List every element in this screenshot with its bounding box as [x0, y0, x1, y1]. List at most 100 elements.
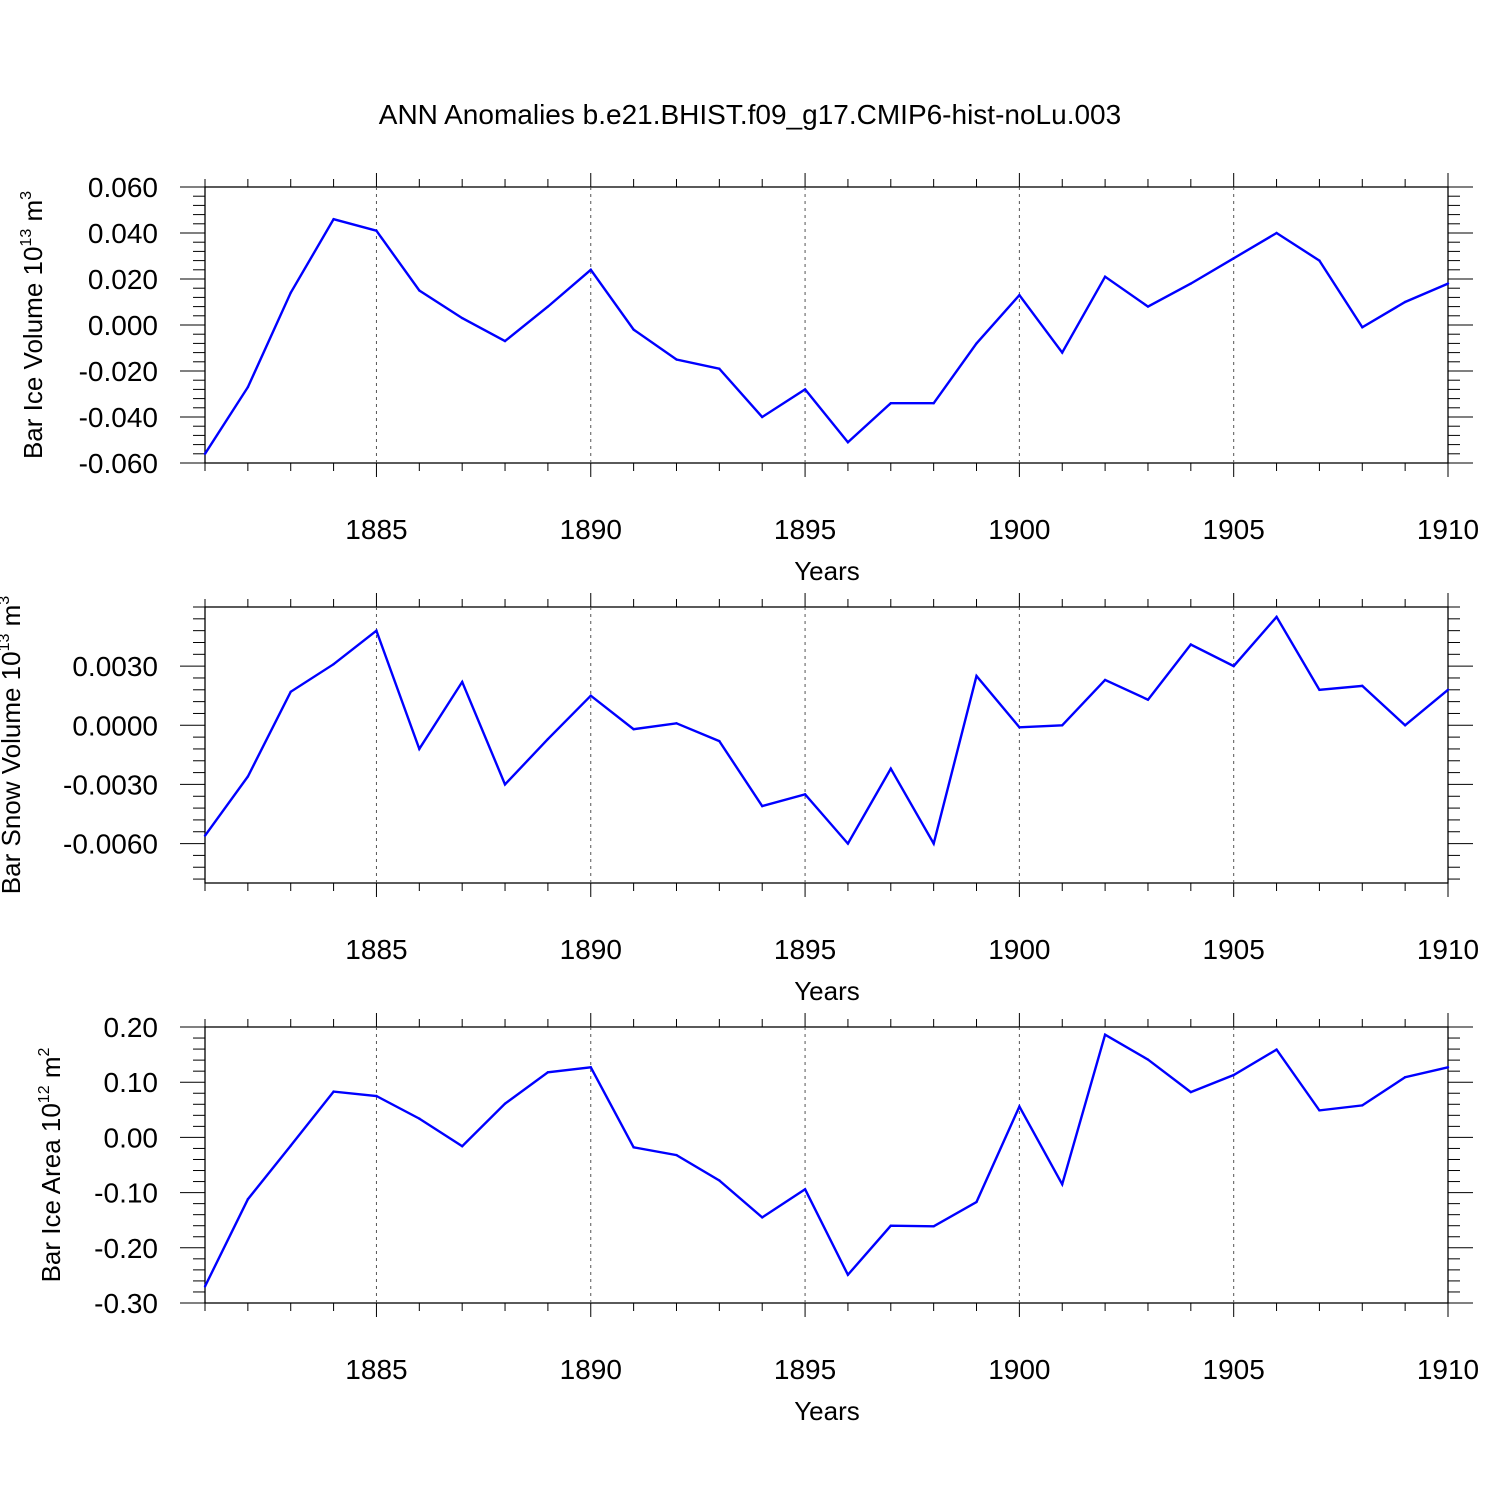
data-point: [418, 289, 421, 292]
y-axis-title: Bar Ice Volume 1013 m3: [18, 191, 48, 459]
data-point: [1361, 326, 1364, 329]
x-tick-label: 1905: [1203, 514, 1265, 545]
data-point: [418, 1117, 421, 1120]
y-tick-label: 0.000: [88, 310, 158, 341]
data-point: [246, 775, 250, 778]
y-tick-label: 0.060: [88, 172, 158, 203]
series-line: [203, 217, 1449, 455]
x-axis-title: Years: [794, 976, 860, 1006]
data-point: [632, 1146, 635, 1149]
data-point: [546, 305, 550, 308]
x-tick-label: 1885: [345, 514, 407, 545]
y-tick-label: -0.10: [94, 1178, 158, 1209]
data-point: [718, 739, 721, 743]
x-tick-label: 1910: [1417, 1354, 1479, 1385]
x-tick-label: 1895: [774, 514, 836, 545]
data-point: [1318, 1109, 1321, 1112]
data-point: [203, 1285, 207, 1288]
data-point: [503, 339, 507, 343]
y-tick-label: 0.00: [104, 1122, 159, 1153]
data-point: [932, 842, 935, 845]
y-tick-label: -0.30: [94, 1288, 158, 1319]
data-point: [675, 1153, 678, 1157]
data-point: [546, 1071, 550, 1074]
data-point: [1318, 688, 1321, 691]
data-point: [803, 388, 807, 391]
data-point: [332, 218, 335, 221]
data-point: [761, 804, 764, 808]
x-tick-label: 1890: [560, 1354, 622, 1385]
x-tick-label: 1900: [988, 934, 1050, 965]
data-point: [589, 1066, 592, 1069]
data-point: [1275, 1048, 1278, 1051]
data-point: [975, 342, 978, 345]
data-point: [1103, 275, 1107, 278]
data-point: [1361, 1104, 1364, 1107]
y-axis-title: Bar Ice Area 1012 m2: [36, 1047, 66, 1282]
data-point: [1061, 1183, 1064, 1186]
plot-frame: [204, 606, 1449, 884]
x-tick-label: 1905: [1203, 1354, 1265, 1385]
data-point: [1018, 293, 1021, 297]
plot-frame: [204, 1026, 1449, 1304]
y-tick-label: 0.0030: [72, 651, 158, 682]
data-point: [889, 767, 892, 770]
y-tick-label: -0.0030: [63, 769, 158, 800]
data-point: [889, 402, 892, 405]
y-tick-label: 0.10: [104, 1067, 159, 1098]
data-point: [1275, 231, 1278, 235]
data-point: [289, 690, 292, 693]
data-point: [675, 722, 678, 725]
data-point: [1232, 257, 1235, 260]
data-point: [503, 783, 507, 786]
data-point: [1446, 282, 1450, 285]
x-tick-label: 1910: [1417, 934, 1479, 965]
data-point: [846, 441, 850, 444]
series-line: [203, 1032, 1449, 1287]
data-point: [1189, 1090, 1193, 1094]
data-point: [932, 1225, 935, 1228]
y-tick-label: -0.20: [94, 1233, 158, 1264]
series-line: [204, 614, 1449, 847]
data-point: [460, 1145, 464, 1148]
y-tick-label: -0.0060: [63, 829, 158, 860]
x-tick-label: 1905: [1203, 934, 1265, 965]
x-axis-title: Years: [794, 556, 860, 586]
data-point: [1403, 1076, 1407, 1079]
data-point: [932, 402, 935, 405]
y-tick-label: 0.020: [88, 264, 158, 295]
data-point: [289, 291, 292, 294]
data-point: [1146, 1058, 1150, 1061]
data-point: [975, 1200, 978, 1204]
y-axis-title: Bar Snow Volume 1013 m3: [0, 596, 26, 895]
data-point: [632, 728, 635, 731]
data-point: [1403, 724, 1407, 727]
data-point: [1232, 1073, 1235, 1077]
x-tick-label: 1900: [988, 1354, 1050, 1385]
data-point: [246, 1198, 250, 1201]
data-point: [718, 1179, 721, 1182]
plot-frame: [204, 186, 1449, 464]
data-point: [418, 747, 421, 751]
x-tick-label: 1895: [774, 1354, 836, 1385]
y-tick-label: -0.020: [79, 356, 158, 387]
data-point: [846, 1273, 850, 1277]
data-point: [1061, 724, 1064, 727]
data-point: [1446, 1066, 1450, 1069]
data-point: [675, 358, 678, 361]
data-point: [718, 367, 721, 370]
x-tick-label: 1900: [988, 514, 1050, 545]
data-point: [589, 268, 592, 271]
data-point: [332, 662, 335, 666]
data-point: [203, 452, 207, 455]
x-tick-label: 1895: [774, 934, 836, 965]
data-point: [632, 328, 635, 331]
data-point: [589, 694, 592, 697]
data-point: [1361, 684, 1364, 688]
data-point: [846, 842, 850, 845]
x-tick-label: 1910: [1417, 514, 1479, 545]
data-point: [375, 229, 378, 232]
y-tick-label: 0.0000: [72, 710, 158, 741]
data-point: [246, 385, 250, 389]
